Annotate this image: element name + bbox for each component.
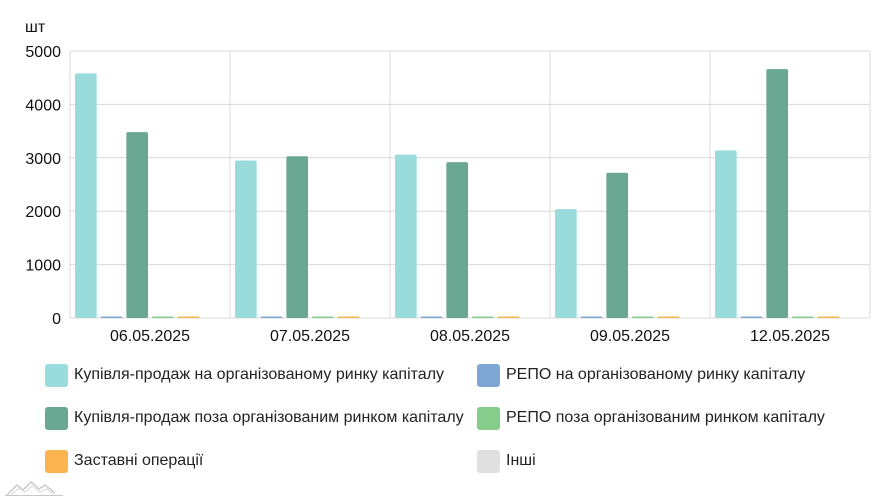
bar <box>75 73 97 318</box>
y-tick-label: 1000 <box>25 258 61 275</box>
legend-item[interactable]: Заставні операції <box>45 448 203 474</box>
y-tick-label: 3000 <box>25 151 61 168</box>
bar <box>446 162 468 318</box>
bar <box>555 209 577 318</box>
bar <box>792 316 814 318</box>
legend-swatch <box>477 363 500 387</box>
bar-chart: шт 0 1000 2000 3000 4000 5000 06.05.2025 07.05… <box>25 19 871 345</box>
y-axis-ticks: 0 1000 2000 3000 4000 5000 <box>25 44 61 328</box>
y-tick-label: 5000 <box>25 44 61 61</box>
bar <box>337 316 360 318</box>
y-tick-label: 2000 <box>25 204 61 221</box>
bar <box>657 316 680 318</box>
legend-swatch <box>45 363 68 387</box>
legend-swatch <box>477 406 500 430</box>
legend-item[interactable]: Купівля-продаж поза організованим ринком… <box>45 405 464 431</box>
bar <box>177 316 200 318</box>
legend-label: РЕПО поза організованим ринком капіталу <box>506 409 825 426</box>
bar <box>100 316 123 318</box>
legend-swatch <box>45 406 68 430</box>
bar <box>395 154 417 318</box>
bar <box>472 316 494 318</box>
bar <box>260 316 283 318</box>
bar <box>740 316 763 318</box>
legend-label: РЕПО на організованому ринку капіталу <box>506 366 806 383</box>
x-axis-ticks: 06.05.2025 07.05.2025 08.05.2025 09.05.2025… <box>110 328 830 345</box>
bars <box>75 69 840 318</box>
legend-item[interactable]: Купівля-продаж на організованому ринку к… <box>45 362 444 388</box>
legend-item[interactable]: РЕПО поза організованим ринком капіталу <box>477 405 825 431</box>
legend-label: Заставні операції <box>74 452 204 469</box>
y-axis-unit-label: шт <box>25 19 46 36</box>
bar <box>632 316 654 318</box>
legend-swatch <box>45 449 68 473</box>
bar <box>817 316 840 318</box>
logo-icon <box>5 481 63 496</box>
bar <box>235 160 257 318</box>
x-tick-label: 06.05.2025 <box>110 328 190 345</box>
legend-label: Купівля-продаж поза організованим ринком… <box>74 409 464 426</box>
bar <box>606 172 628 318</box>
bar <box>580 316 603 318</box>
legend-swatch <box>477 449 500 473</box>
bar <box>286 156 308 318</box>
y-tick-label: 0 <box>52 311 61 328</box>
legend-label: Інші <box>506 452 536 469</box>
grid-lines <box>69 50 871 319</box>
legend-label: Купівля-продаж на організованому ринку к… <box>74 366 445 383</box>
bar <box>420 316 443 318</box>
y-tick-label: 4000 <box>25 97 61 114</box>
legend-item[interactable]: Інші <box>477 448 536 474</box>
bar <box>766 69 788 318</box>
bar <box>715 150 737 318</box>
x-tick-label: 08.05.2025 <box>430 328 510 345</box>
bar <box>126 132 148 318</box>
bar <box>152 316 174 318</box>
x-tick-label: 09.05.2025 <box>590 328 670 345</box>
bar <box>312 316 334 318</box>
x-tick-label: 12.05.2025 <box>750 328 830 345</box>
bar <box>497 316 520 318</box>
x-tick-label: 07.05.2025 <box>270 328 350 345</box>
legend-item[interactable]: РЕПО на організованому ринку капіталу <box>477 362 805 388</box>
